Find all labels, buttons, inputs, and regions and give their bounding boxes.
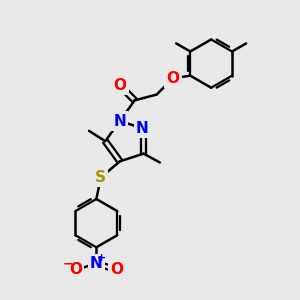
Text: O: O [69, 262, 82, 277]
Text: O: O [167, 71, 179, 86]
Text: −: − [62, 258, 73, 271]
Text: N: N [113, 113, 126, 128]
Text: N: N [90, 256, 103, 271]
Text: N: N [136, 121, 148, 136]
Text: O: O [113, 78, 126, 93]
Text: O: O [110, 262, 123, 277]
Text: +: + [97, 253, 106, 263]
Text: S: S [95, 170, 106, 185]
